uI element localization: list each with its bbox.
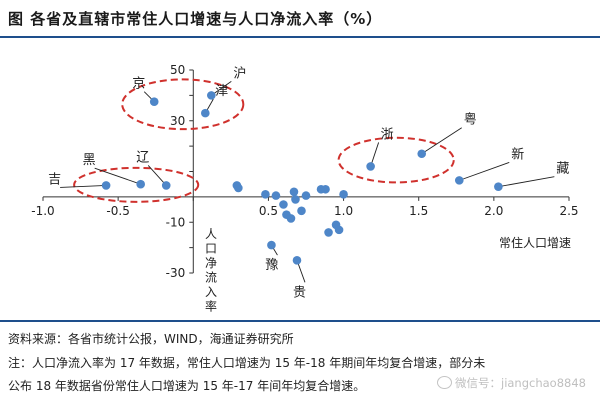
point-京 xyxy=(149,97,159,107)
point-label: 黑 xyxy=(83,153,96,168)
point-leader-line xyxy=(421,127,462,155)
point-粤 xyxy=(417,149,427,159)
title-bar: 图 各省及直辖市常住人口增速与人口净流入率（%） xyxy=(0,0,600,38)
footnote-line-2: 公布 18 年数据省份常住人口增速为 15 年-17 年间年均复合增速。 xyxy=(8,379,366,393)
data-point xyxy=(339,190,348,199)
point-label: 新 xyxy=(511,146,524,162)
data-point xyxy=(289,187,299,197)
data-point xyxy=(261,190,270,199)
highlight-ellipse xyxy=(121,78,245,131)
watermark: 微信号：jiangchao8848 xyxy=(437,375,586,391)
y-axis-title: 人口净流入率 xyxy=(205,227,217,314)
point-label: 豫 xyxy=(265,258,278,273)
point-藏 xyxy=(494,182,503,192)
point-豫 xyxy=(267,240,276,250)
footer-divider xyxy=(0,320,600,322)
point-label: 浙 xyxy=(381,127,394,142)
y-axis-title-char: 率 xyxy=(205,299,217,314)
point-label: 粤 xyxy=(464,112,477,128)
x-tick-label: -0.5 xyxy=(106,204,129,218)
y-tick-label: 50 xyxy=(170,63,185,77)
point-辽 xyxy=(161,181,171,190)
point-leader-line xyxy=(94,167,141,185)
x-tick-label: 2.0 xyxy=(484,204,503,218)
point-leader-line xyxy=(60,185,107,188)
chart-title: 图 各省及直辖市常住人口增速与人口净流入率（%） xyxy=(8,10,383,28)
x-tick-label: -1.0 xyxy=(31,204,54,218)
point-leader-line xyxy=(459,161,510,181)
point-leader-line xyxy=(498,176,555,188)
point-label: 辽 xyxy=(136,150,149,165)
x-axis-title: 常住人口增速 xyxy=(499,236,571,250)
y-axis-title-char: 净 xyxy=(205,256,217,270)
point-label: 吉 xyxy=(48,172,61,187)
y-axis-title-char: 入 xyxy=(205,285,217,299)
data-point xyxy=(301,191,311,200)
data-point xyxy=(324,228,333,237)
data-point xyxy=(271,191,281,200)
x-tick-label: 2.5 xyxy=(559,204,578,218)
y-tick-label: 30 xyxy=(170,114,185,128)
point-leader-line xyxy=(147,165,167,186)
point-label: 津 xyxy=(215,84,228,99)
wechat-icon xyxy=(437,376,452,389)
x-tick-label: 1.5 xyxy=(409,204,428,218)
point-label: 京 xyxy=(132,77,145,92)
y-tick-label: -10 xyxy=(166,215,186,229)
scatter-chart: -1.0 -0.5 0.5 1.0 1.5 2.0 2.5 -30 -10 30 50 常住人口增速 人… xyxy=(31,63,578,314)
footnote-line-1: 注：人口净流入率为 17 年数据，常住人口增速为 15 年-18 年期间年均复合… xyxy=(8,356,486,370)
point-贵 xyxy=(292,256,302,265)
point-label: 沪 xyxy=(233,65,246,81)
point-浙 xyxy=(366,162,375,171)
y-axis-title-char: 人 xyxy=(205,227,217,241)
point-沪 xyxy=(207,91,216,100)
y-tick-label: -30 xyxy=(166,266,186,280)
point-黑 xyxy=(136,179,145,189)
source-note: 资料来源：各省市统计公报，WIND，海通证券研究所 xyxy=(8,332,294,346)
data-point xyxy=(334,225,344,235)
point-津 xyxy=(201,108,210,118)
x-tick-label: 1.0 xyxy=(334,204,353,218)
point-新 xyxy=(454,176,464,185)
y-axis-title-char: 流 xyxy=(205,271,217,285)
data-point xyxy=(321,184,330,194)
x-tick-label: 0.5 xyxy=(259,204,278,218)
y-axis-title-char: 口 xyxy=(205,242,217,256)
highlight-ellipse xyxy=(73,166,200,203)
point-label: 贵 xyxy=(293,285,306,300)
point-label: 藏 xyxy=(556,162,569,177)
data-point xyxy=(234,183,243,193)
data-point xyxy=(297,206,306,216)
data-point xyxy=(291,195,300,204)
data-point xyxy=(279,200,288,209)
watermark-text: 微信号：jiangchao8848 xyxy=(455,376,586,390)
data-point xyxy=(286,214,296,223)
point-吉 xyxy=(101,181,111,190)
